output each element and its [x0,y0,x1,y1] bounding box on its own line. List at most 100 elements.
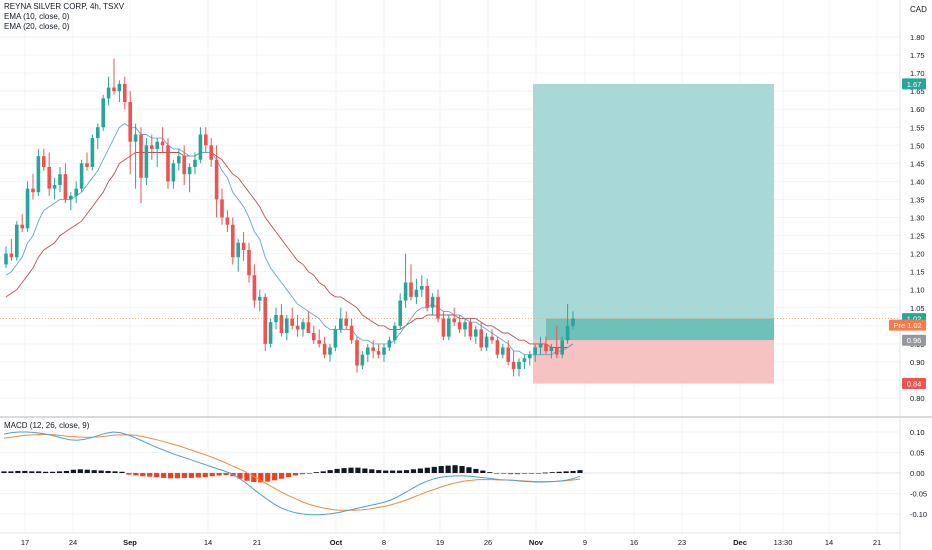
ema10-legend[interactable]: EMA (10, close, 0) [4,12,70,21]
candle[interactable] [290,307,294,330]
candle[interactable] [15,221,19,261]
candle[interactable] [479,322,483,352]
candle[interactable] [430,293,435,315]
candle[interactable] [69,192,73,211]
candle[interactable] [96,123,100,149]
candlesticks[interactable] [4,58,575,377]
candle[interactable] [549,343,554,359]
candle[interactable] [517,358,521,377]
candle[interactable] [123,76,127,110]
stop-zone[interactable] [533,340,774,384]
candle[interactable] [474,325,478,344]
macd-axis[interactable]: 0.10 0.05 0.00 -0.05 -0.10 [910,428,927,519]
candle[interactable] [420,275,424,297]
candle[interactable] [279,304,284,337]
candle[interactable] [128,91,132,175]
time-axis[interactable]: 17 24 Sep 14 21 Oct 8 19 26 Nov 9 16 23 Dec 13:30 14 21 [21,538,881,547]
candle[interactable] [528,351,532,366]
candle[interactable] [463,318,467,337]
candle[interactable] [571,311,575,330]
symbol-title[interactable]: REYNA SILVER CORP, 4h, TSXV [4,2,125,11]
candle[interactable] [52,177,57,200]
candle[interactable] [495,336,500,359]
candle[interactable] [25,181,30,232]
candle[interactable] [447,314,451,341]
candle[interactable] [322,336,327,359]
candle[interactable] [258,289,262,312]
candle[interactable] [371,340,375,359]
candle[interactable] [522,354,527,370]
candle[interactable] [339,307,343,334]
candle[interactable] [160,127,165,153]
candle[interactable] [452,307,456,326]
candle[interactable] [182,145,186,186]
candle[interactable] [436,289,440,323]
candle[interactable] [171,159,176,189]
candle[interactable] [403,253,408,308]
candle[interactable] [214,145,219,218]
candle[interactable] [274,307,278,330]
candle[interactable] [414,278,419,305]
candle[interactable] [263,293,267,352]
candle[interactable] [425,278,429,312]
candle[interactable] [101,94,105,131]
candle[interactable] [555,325,559,359]
candle[interactable] [409,264,413,301]
candle[interactable] [560,336,564,359]
candle[interactable] [20,213,24,232]
candle[interactable] [47,152,51,196]
candle[interactable] [241,231,246,261]
candle[interactable] [252,264,257,308]
candle[interactable] [220,188,224,225]
candle[interactable] [177,148,181,171]
candle[interactable] [79,159,84,193]
candle[interactable] [58,166,62,193]
candle[interactable] [166,138,170,189]
target-zone[interactable] [533,83,774,341]
candle[interactable] [236,239,240,272]
candle[interactable] [187,163,192,193]
candle[interactable] [328,343,332,362]
candle[interactable] [490,329,494,344]
candle[interactable] [9,239,14,261]
candle[interactable] [333,325,338,352]
candle[interactable] [441,311,446,341]
candle[interactable] [468,318,473,341]
candle[interactable] [398,293,402,330]
candle[interactable] [501,343,505,359]
candle[interactable] [139,127,143,204]
candle[interactable] [144,138,149,186]
candle[interactable] [150,134,154,160]
candle[interactable] [74,181,78,204]
candle[interactable] [268,318,273,348]
candle[interactable] [457,314,462,334]
candle[interactable] [312,325,316,344]
candle[interactable] [247,242,251,283]
candle[interactable] [393,322,397,344]
ema20-legend[interactable]: EMA (20, close, 0) [4,22,70,31]
candle[interactable] [117,80,122,102]
candle[interactable] [295,314,300,337]
candle[interactable] [285,314,289,341]
candle[interactable] [360,351,365,370]
candle[interactable] [112,58,116,95]
candle[interactable] [506,340,510,366]
candle[interactable] [533,343,537,362]
candle[interactable] [198,127,203,164]
candle[interactable] [382,343,386,362]
candle[interactable] [306,311,311,334]
candle[interactable] [90,134,95,171]
candle[interactable] [317,329,321,348]
candle[interactable] [484,333,489,352]
candle[interactable] [209,138,213,167]
candle[interactable] [544,336,548,355]
candle[interactable] [387,336,392,352]
candle[interactable] [133,123,138,189]
candle[interactable] [42,148,46,171]
candle[interactable] [85,152,89,171]
position-zones[interactable] [533,83,774,384]
candle[interactable] [36,148,41,196]
candle[interactable] [106,76,111,106]
candle[interactable] [231,217,235,265]
